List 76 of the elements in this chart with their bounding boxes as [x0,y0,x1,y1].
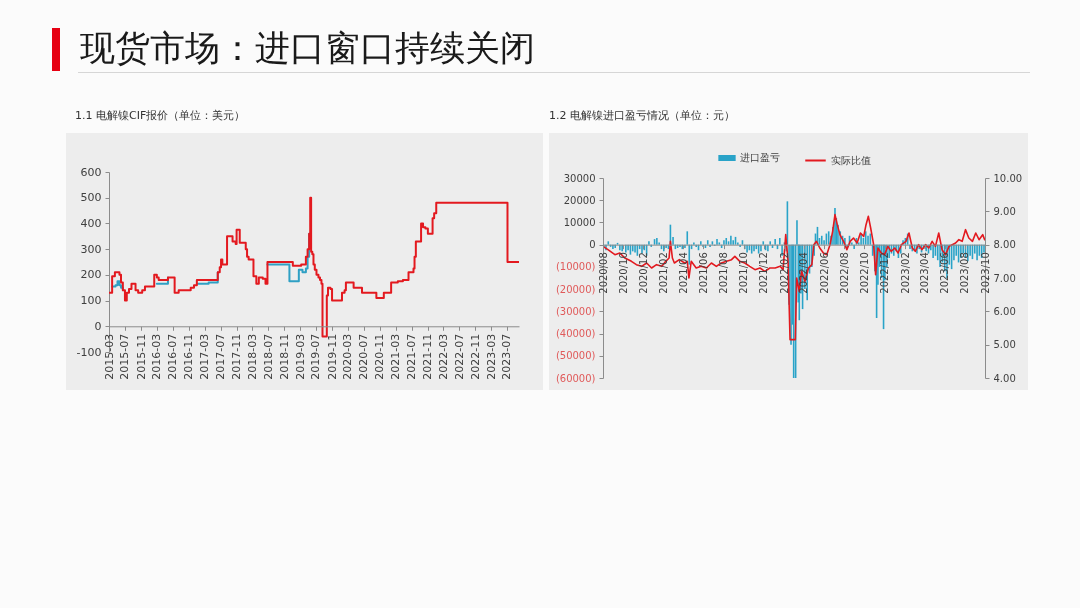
x-tick-label: 2023/04 [919,252,931,294]
x-tick-label: 2016-07 [166,333,180,380]
y-tick-label: (20000) [555,283,596,295]
x-tick-label: 2022/04 [798,252,810,294]
x-tick-label: 2019-07 [309,333,323,380]
y-tick-label: 300 [80,242,102,256]
x-tick-label: 2021-03 [389,333,403,380]
x-tick-label: 2021/02 [658,252,670,294]
x-tick-label: 2021/08 [718,252,730,294]
x-tick-label: 2017-07 [214,333,228,380]
x-tick-label: 2015-11 [134,333,148,380]
y-tick-label: 500 [80,191,102,205]
chart-title: 现货市场：进口窗口持续关闭 [80,27,535,69]
x-tick-label: 2022/10 [858,252,870,294]
y-tick-label: 400 [80,216,102,230]
chart-title: 1.2 电解镍进口盈亏情况（单位：元） [549,109,735,123]
x-tick-label: 2023/06 [939,252,951,294]
x-tick-label: 2021/12 [758,252,770,294]
y-tick-label: (40000) [555,328,596,340]
x-tick-label: 2020/08 [597,252,609,294]
y-tick-label: 0 [589,239,596,251]
x-tick-label: 2019-11 [325,333,339,380]
x-tick-label: 2022-03 [436,333,450,380]
y-tick-label: (30000) [555,305,596,317]
y-tick-label: -100 [76,345,102,359]
x-tick-label: 2016-11 [182,333,196,380]
x-tick-label: 2022-07 [452,333,466,380]
y2-tick-label: 4.00 [993,372,1016,384]
legend-label: 进口盈亏 [740,152,780,163]
x-tick-label: 2021/06 [697,252,709,294]
y-tick-label: 10000 [563,216,596,228]
x-tick-label: 2023/02 [899,252,911,294]
y-tick-label: 600 [80,165,102,179]
x-tick-label: 2020-11 [373,333,387,380]
y-tick-label: 20000 [563,194,596,206]
x-tick-label: 2020-07 [357,333,371,380]
x-tick-label: 2021/04 [677,252,689,294]
y2-tick-label: 6.00 [993,305,1016,317]
x-tick-label: 2021-11 [421,333,435,380]
x-tick-label: 2015-03 [102,333,116,380]
y2-tick-label: 8.00 [993,239,1016,251]
x-tick-label: 2016-03 [150,333,164,380]
x-tick-label: 2022/06 [818,252,830,294]
x-tick-label: 2018-03 [245,333,259,380]
x-tick-label: 2019-03 [293,333,307,380]
x-tick-label: 2017-11 [230,333,244,380]
chart-subtitle: 1.1 电解镍CIF报价（单位：美元） [75,109,246,123]
x-tick-label: 2021-07 [405,333,419,380]
y-tick-label: 0 [94,319,102,333]
x-tick-label: 2018-11 [277,333,291,380]
y2-tick-label: 7.00 [993,272,1016,284]
y-tick-label: 100 [80,294,102,308]
y2-tick-label: 9.00 [993,205,1016,217]
legend-label: 实际比值 [831,154,871,166]
x-tick-label: 2023-07 [500,333,514,380]
x-tick-label: 2020/12 [637,252,649,294]
y2-tick-label: 10.00 [993,172,1023,184]
y-tick-label: (50000) [555,350,596,362]
y-tick-label: (10000) [555,261,596,273]
x-tick-label: 2022-11 [468,333,482,380]
x-tick-label: 2017-03 [198,333,212,380]
x-tick-label: 2021/10 [738,252,750,294]
x-tick-label: 2023/10 [979,252,991,294]
x-tick-label: 2023-03 [484,333,498,380]
x-tick-label: 2022/08 [838,252,850,294]
x-tick-label: 2022/02 [778,252,790,294]
x-tick-label: 2022/12 [879,252,891,294]
y-tick-label: 200 [80,268,102,282]
y-tick-label: 30000 [563,172,596,184]
x-tick-label: 2015-07 [118,333,132,380]
y2-tick-label: 5.00 [993,339,1016,351]
y-tick-label: (60000) [555,372,596,384]
x-tick-label: 2020-03 [341,333,355,380]
x-tick-label: 2020/10 [617,252,629,294]
x-tick-label: 2023/08 [959,252,971,294]
x-tick-label: 2018-07 [261,333,275,380]
